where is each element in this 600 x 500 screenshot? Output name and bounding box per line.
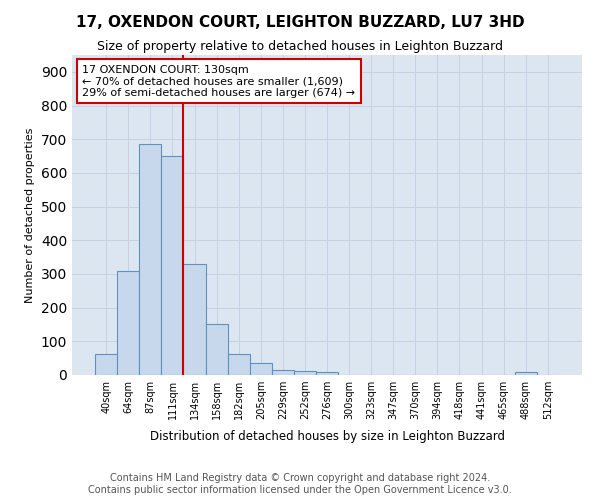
Bar (184, 264, 206, 375)
Bar (117, 270, 139, 375)
Bar (316, 372, 338, 375)
Bar (250, 363, 272, 375)
Bar (227, 354, 250, 375)
Bar (515, 372, 537, 375)
Bar (206, 324, 227, 375)
Bar (294, 371, 316, 375)
Y-axis label: Number of detached properties: Number of detached properties (25, 128, 35, 302)
Text: 17 OXENDON COURT: 130sqm
← 70% of detached houses are smaller (1,609)
29% of sem: 17 OXENDON COURT: 130sqm ← 70% of detach… (82, 64, 355, 98)
Bar (272, 370, 294, 375)
Bar (95, 354, 117, 375)
Text: Contains HM Land Registry data © Crown copyright and database right 2024.
Contai: Contains HM Land Registry data © Crown c… (88, 474, 512, 495)
Bar (161, 156, 184, 375)
X-axis label: Distribution of detached houses by size in Leighton Buzzard: Distribution of detached houses by size … (149, 430, 505, 444)
Text: 17, OXENDON COURT, LEIGHTON BUZZARD, LU7 3HD: 17, OXENDON COURT, LEIGHTON BUZZARD, LU7… (76, 15, 524, 30)
Bar (139, 144, 161, 375)
Text: Size of property relative to detached houses in Leighton Buzzard: Size of property relative to detached ho… (97, 40, 503, 53)
